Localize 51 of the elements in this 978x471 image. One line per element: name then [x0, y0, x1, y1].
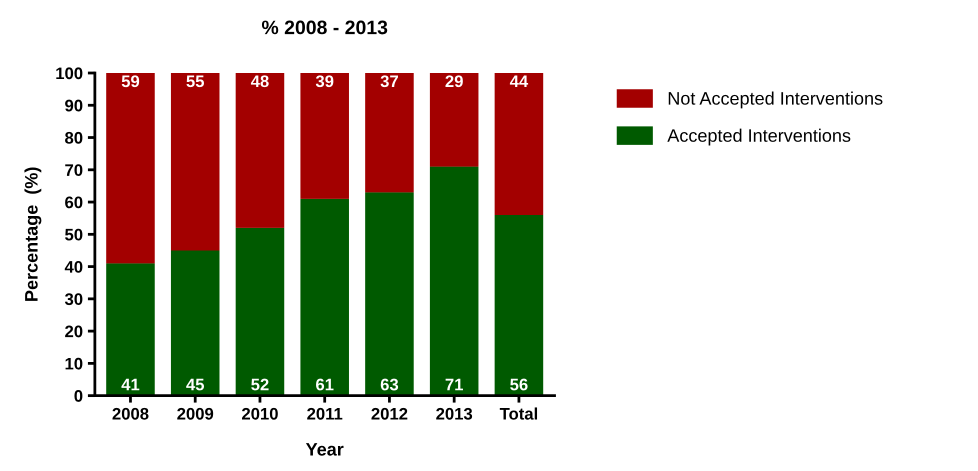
y-tick-label: 40: [64, 260, 82, 273]
data-label: 52: [251, 378, 269, 390]
y-tick-label: 70: [65, 164, 82, 176]
data-label: 44: [510, 76, 528, 87]
bar: [365, 192, 414, 396]
x-axis-title: Year: [306, 443, 344, 456]
x-tick-label: 2011: [307, 408, 342, 420]
y-tick-label: 30: [64, 293, 82, 306]
x-tick-label: 2008: [112, 408, 148, 420]
x-tick-label: Total: [500, 407, 538, 420]
y-axis-title: Percentage (%): [24, 167, 42, 301]
y-tick-label: 90: [65, 100, 82, 112]
bar: [236, 228, 284, 396]
data-label: 59: [122, 75, 140, 88]
bar: [430, 73, 478, 167]
data-label: 29: [445, 75, 463, 88]
y-tick-label: 50: [65, 228, 82, 241]
x-tick-label: 2009: [177, 408, 214, 420]
bar: [494, 214, 544, 396]
y-tick-label: 20: [65, 326, 82, 338]
bar: [170, 250, 220, 396]
bar: [365, 73, 414, 192]
data-label: 45: [186, 378, 204, 390]
data-label: 48: [250, 75, 269, 88]
bar: [300, 73, 349, 199]
legend-label: Not Accepted Interventions: [668, 92, 882, 108]
bar: [106, 263, 155, 396]
x-tick-label: 2012: [371, 408, 408, 420]
bar: [106, 73, 155, 264]
bar: [170, 73, 220, 250]
data-label: 63: [380, 378, 398, 390]
x-tick-label: 2010: [242, 408, 278, 420]
y-tick-label: 60: [65, 196, 82, 208]
y-tick-label: 10: [66, 358, 82, 370]
data-label: 55: [186, 76, 204, 88]
bar: [494, 73, 544, 215]
chart-title: % 2008 - 2013: [262, 20, 388, 34]
data-label: 41: [121, 378, 140, 390]
legend-label: Accepted Interventions: [667, 128, 850, 146]
y-tick-label: 100: [56, 67, 82, 80]
data-label: 56: [510, 378, 528, 390]
x-tick-label: 2013: [436, 408, 472, 420]
data-label: 71: [446, 378, 463, 390]
data-label: 61: [316, 378, 334, 390]
bar: [430, 166, 478, 396]
bar: [300, 198, 349, 396]
data-label: 39: [316, 75, 334, 88]
bar: [236, 73, 284, 228]
y-tick-label: 0: [74, 390, 82, 402]
data-label: 37: [380, 75, 398, 88]
y-tick-label: 80: [65, 132, 82, 144]
